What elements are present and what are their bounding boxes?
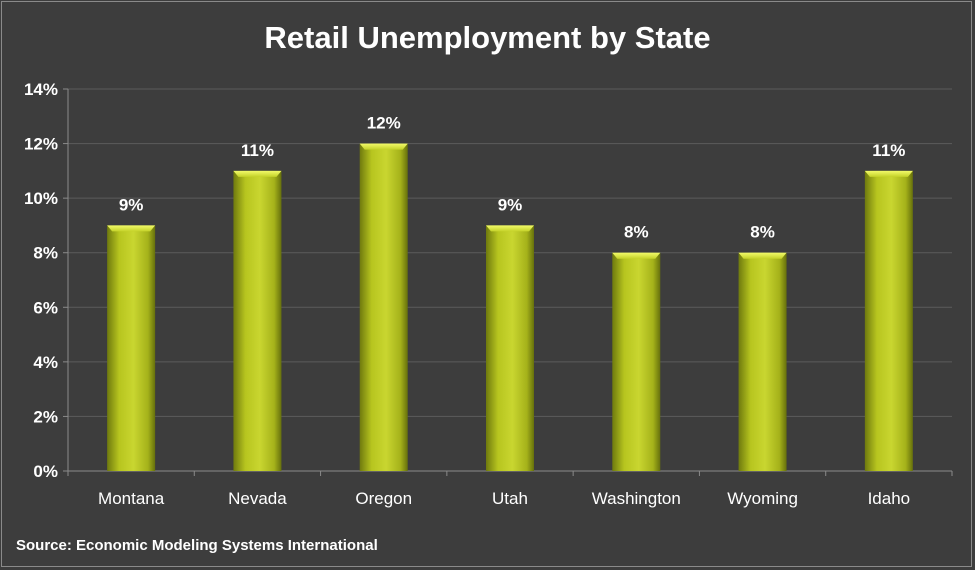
y-tick-label: 6% [33, 298, 58, 317]
data-label: 8% [750, 223, 775, 242]
bar [864, 170, 913, 471]
data-label: 11% [241, 141, 274, 160]
x-tick-label: Nevada [228, 489, 287, 508]
bar-body [107, 225, 156, 471]
bar-cap [612, 252, 661, 259]
x-tick-label: Idaho [868, 489, 911, 508]
y-tick-label: 14% [24, 80, 58, 99]
axes: 0% 2% 4% 6% 8% 10% 12% 14% Montana Nevada Oregon Ut… [24, 80, 953, 508]
y-tick-label: 8% [33, 244, 58, 263]
y-tick-label: 12% [24, 135, 58, 154]
data-labels: 9% 11% 12% 9% 8% 8% 11% [119, 114, 906, 242]
bar-cap [359, 143, 408, 150]
gridlines [68, 88, 952, 417]
bar-body [233, 170, 282, 471]
bar [107, 225, 156, 471]
bar [359, 143, 408, 472]
bar-body [738, 252, 787, 471]
bar [738, 252, 787, 471]
y-tick-label: 4% [33, 353, 58, 372]
y-tick-label: 0% [33, 462, 58, 481]
chart-title: Retail Unemployment by State [264, 20, 711, 55]
x-tick-label: Oregon [355, 489, 412, 508]
bar-body [612, 252, 661, 471]
bar-cap [233, 170, 282, 177]
x-tick-label: Montana [98, 489, 165, 508]
x-tick-label: Washington [592, 489, 681, 508]
bar-cap [864, 170, 913, 177]
x-tick-label: Utah [492, 489, 528, 508]
bar-cap [738, 252, 787, 259]
bar-cap [107, 225, 156, 232]
bar-body [359, 143, 408, 472]
bars [107, 143, 913, 472]
bar-cap [486, 225, 534, 232]
data-label: 12% [367, 114, 401, 133]
bar-body [864, 170, 913, 471]
data-label: 9% [498, 195, 523, 214]
data-label: 11% [872, 141, 905, 160]
y-tick-label: 2% [33, 407, 58, 426]
bar [233, 170, 282, 471]
bar [486, 225, 534, 471]
y-tick-label: 10% [24, 189, 58, 208]
data-label: 9% [119, 195, 144, 214]
bar-body [486, 225, 534, 471]
data-label: 8% [624, 223, 649, 242]
x-tick-label: Wyoming [727, 489, 798, 508]
source-note: Source: Economic Modeling Systems Intern… [16, 537, 378, 554]
bar [612, 252, 661, 471]
